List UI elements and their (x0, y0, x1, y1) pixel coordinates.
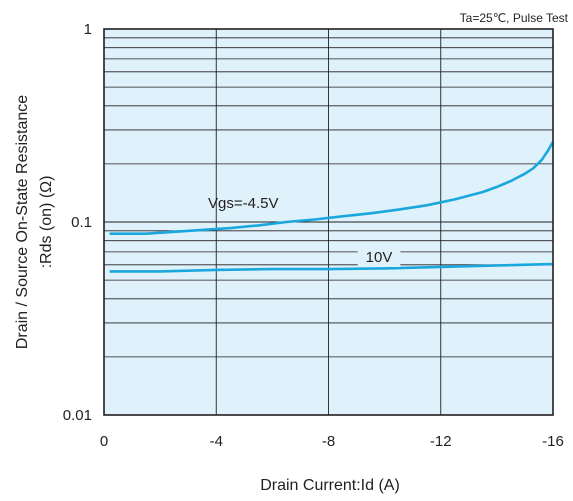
y-axis-title-line2: :Rds (on) (Ω) (38, 176, 55, 269)
grid (104, 29, 553, 415)
series-layer (109, 141, 555, 273)
x-tick-label: -12 (430, 433, 452, 450)
y-tick-label: 0.1 (71, 214, 92, 231)
y-tick-label: 1 (84, 21, 92, 38)
x-tick-labels: 0 -4 -8 -12 -16 (100, 433, 564, 450)
x-tick-label: -8 (322, 433, 335, 450)
x-tick-label: -16 (542, 433, 564, 450)
series-label-10v: 10V (366, 249, 393, 266)
x-tick-label: -4 (210, 433, 223, 450)
plot-frame (103, 28, 554, 416)
series-label-vgs-4-5v: Vgs=-4.5V (208, 195, 278, 212)
series-label-10v-backdrop (357, 248, 401, 267)
y-tick-label: 0.01 (63, 407, 92, 424)
series-line-0 (109, 141, 555, 235)
y-axis-title-line1: Drain / Source On-State Resistance (14, 95, 31, 349)
series-line-1 (109, 262, 554, 273)
x-axis-title: Drain Current:Id (A) (260, 477, 400, 494)
y-tick-labels: 1 0.1 0.01 (63, 21, 92, 424)
x-tick-label: 0 (100, 433, 108, 450)
annotation-text: Ta=25℃, Pulse Test (460, 11, 569, 25)
